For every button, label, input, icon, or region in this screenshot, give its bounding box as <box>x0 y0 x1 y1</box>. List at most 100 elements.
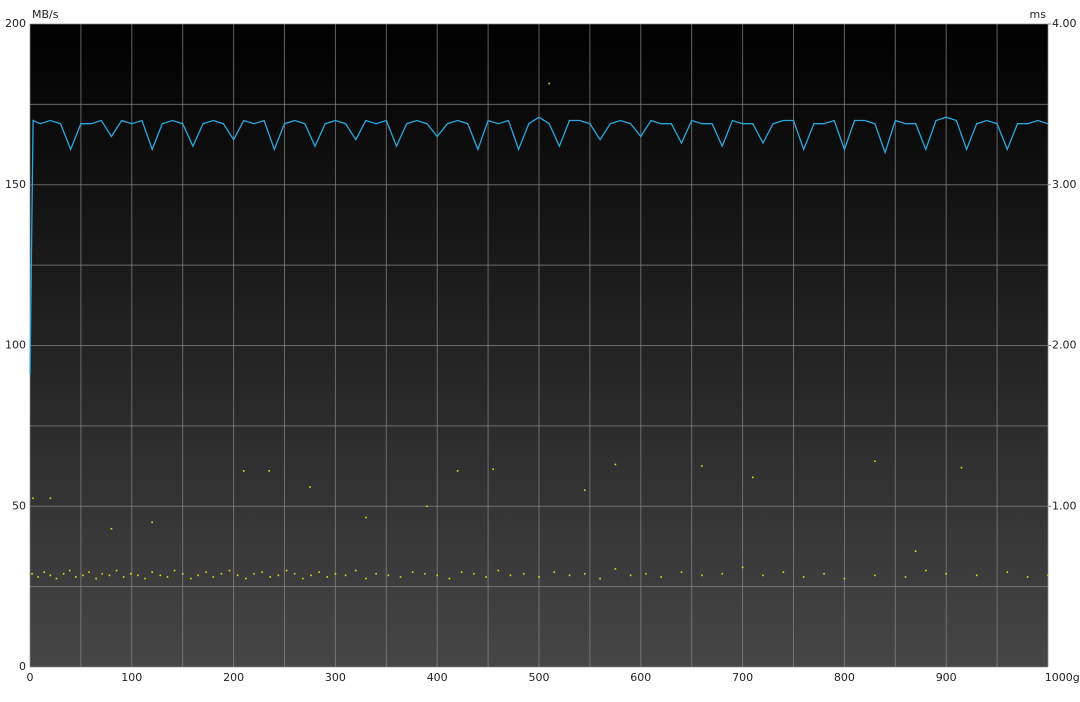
access-time-point <box>599 577 601 580</box>
access-time-point <box>293 572 296 575</box>
access-time-point <box>874 460 876 463</box>
access-time-point <box>43 571 46 573</box>
x-tick-label: 400 <box>427 671 448 684</box>
access-time-point <box>31 572 33 575</box>
access-time-point <box>522 572 525 575</box>
access-time-point <box>387 574 390 577</box>
access-time-point <box>375 572 377 575</box>
access-time-point <box>144 577 146 580</box>
y-tick-label: 100 <box>5 339 26 352</box>
access-time-point <box>62 572 65 575</box>
access-time-point <box>261 571 263 573</box>
y2-tick-label: 1.00 <box>1052 499 1077 512</box>
access-time-point <box>874 574 876 577</box>
y-tick-label: 150 <box>5 178 26 191</box>
x-tick-label: 300 <box>325 671 346 684</box>
access-time-point <box>122 576 125 578</box>
access-time-point <box>115 569 118 572</box>
access-time-point <box>277 574 280 577</box>
transfer-rate-line <box>29 116 1049 375</box>
access-time-point <box>751 476 754 479</box>
access-time-point <box>245 577 247 580</box>
access-time-point <box>741 566 744 569</box>
x-tick-label: 600 <box>630 671 651 684</box>
access-time-point <box>680 571 683 573</box>
access-time-point <box>485 576 487 578</box>
y2-axis-label: ms <box>1030 8 1047 21</box>
access-time-point <box>309 486 311 488</box>
access-time-point <box>37 576 39 578</box>
access-time-point <box>253 572 255 575</box>
access-time-point <box>492 468 494 471</box>
access-time-point <box>802 576 805 578</box>
access-time-point <box>426 505 428 508</box>
access-time-point <box>843 577 846 580</box>
access-time-point <box>945 572 947 575</box>
y-tick-label: 0 <box>19 660 26 673</box>
access-time-point <box>701 574 703 577</box>
access-time-point <box>614 568 617 570</box>
access-time-point <box>205 571 207 573</box>
access-time-point <box>914 550 917 553</box>
access-time-point <box>538 576 540 578</box>
access-time-point <box>75 576 77 578</box>
access-time-point <box>151 521 153 524</box>
access-time-point <box>166 576 169 578</box>
access-time-point <box>823 572 825 575</box>
access-time-point <box>701 465 703 467</box>
access-time-point <box>326 576 329 578</box>
access-time-point <box>1047 574 1049 577</box>
x-tick-label: 700 <box>732 671 753 684</box>
access-time-point <box>110 527 113 530</box>
y-tick-label: 200 <box>5 17 26 30</box>
access-time-point <box>460 571 463 573</box>
access-time-point <box>32 497 34 500</box>
access-time-point <box>424 572 426 575</box>
access-time-point <box>548 82 550 85</box>
access-time-point <box>82 574 84 577</box>
access-time-point <box>1006 571 1009 573</box>
access-time-point <box>190 577 192 580</box>
access-time-point <box>1026 576 1029 578</box>
access-time-point <box>629 574 632 577</box>
access-time-point <box>49 497 52 500</box>
access-time-point <box>411 571 414 573</box>
access-time-point <box>310 574 312 577</box>
access-time-point <box>181 572 184 575</box>
access-time-point <box>782 571 785 573</box>
access-time-point <box>197 574 199 577</box>
x-tick-label: 800 <box>834 671 855 684</box>
access-time-point <box>318 571 320 573</box>
access-time-point <box>762 574 764 577</box>
access-time-point <box>584 489 586 491</box>
access-time-point <box>129 572 132 575</box>
access-time-point <box>497 569 500 572</box>
x-tick-label: 900 <box>936 671 957 684</box>
access-time-point <box>553 571 556 573</box>
y-axis-label: MB/s <box>32 8 59 21</box>
y2-tick-label: 4.00 <box>1052 17 1077 30</box>
access-time-point <box>660 576 662 578</box>
access-time-point <box>645 572 647 575</box>
access-time-point <box>584 572 586 575</box>
access-time-point <box>236 574 239 577</box>
x-tick-label: 500 <box>529 671 550 684</box>
access-time-point <box>456 470 459 472</box>
access-time-point <box>101 572 104 575</box>
access-time-point <box>173 569 176 572</box>
access-time-point <box>302 577 304 580</box>
x-tick-label: 0 <box>27 671 34 684</box>
access-time-point <box>159 574 162 577</box>
access-time-point <box>509 574 512 577</box>
access-time-point <box>448 577 451 580</box>
access-time-point <box>568 574 571 577</box>
access-time-point <box>344 574 347 577</box>
access-time-point <box>49 574 52 577</box>
access-time-point <box>975 574 978 577</box>
access-time-point <box>399 576 402 578</box>
access-time-point <box>721 572 724 575</box>
access-time-point <box>473 572 475 575</box>
access-time-point <box>228 569 231 572</box>
access-time-point <box>334 572 337 575</box>
